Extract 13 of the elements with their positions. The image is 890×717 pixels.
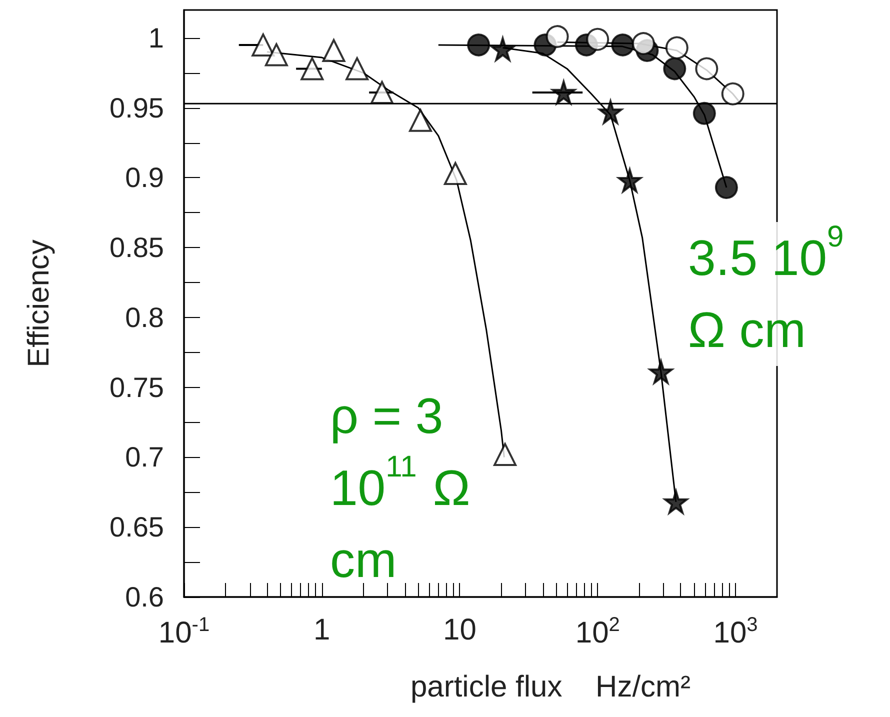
y-tick-label: 0.8 bbox=[125, 302, 164, 333]
y-axis-title: Efficiency bbox=[22, 240, 56, 368]
y-tick-label: 0.85 bbox=[110, 232, 164, 264]
y-tick-label: 0.75 bbox=[110, 372, 164, 403]
y-tick-label: 0.7 bbox=[125, 442, 164, 473]
y-tick-label: 0.65 bbox=[110, 512, 164, 543]
x-tick-label: 10 bbox=[443, 614, 476, 646]
y-tick-label: 0.9 bbox=[125, 162, 164, 194]
x-axis-title: particle flux Hz/cm² bbox=[410, 670, 691, 704]
x-tick-label: 1 bbox=[314, 614, 330, 646]
y-tick-label: 0.95 bbox=[110, 92, 164, 124]
y-tick-label: 1 bbox=[148, 22, 164, 54]
y-tick-label: 0.6 bbox=[125, 582, 164, 612]
